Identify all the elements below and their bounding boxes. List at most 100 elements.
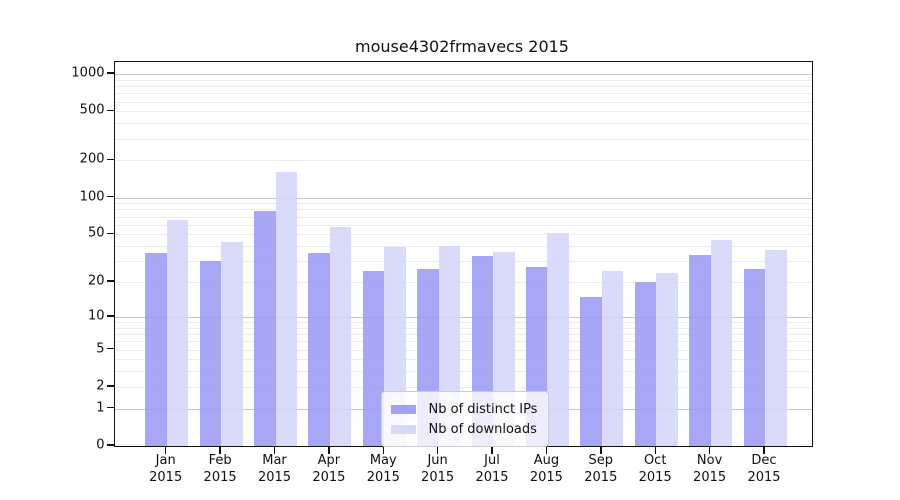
gridline-major [114, 74, 812, 75]
y-tick-mark [106, 232, 114, 234]
bar-downloads-apr [329, 227, 352, 446]
x-tick-year: 2015 [312, 469, 346, 485]
x-tick-year: 2015 [747, 469, 781, 485]
x-tick-year: 2015 [529, 469, 563, 485]
x-tick-label: Mar 2015 [258, 453, 291, 486]
x-tick-month: Sep [588, 453, 614, 468]
y-tick-label: 1000 [71, 65, 105, 81]
legend-label-downloads: Nb of downloads [428, 421, 537, 437]
bar-downloads-jan [166, 220, 189, 446]
gridline-minor [114, 386, 812, 388]
x-tick-label: Jan 2015 [149, 453, 182, 486]
y-tick-mark [106, 444, 114, 446]
bar-distinct-ips-sep [580, 296, 602, 446]
bar-distinct-ips-feb [199, 261, 222, 446]
gridline-major [114, 197, 812, 199]
y-tick-mark [106, 109, 114, 111]
x-tick-mark [164, 446, 167, 454]
x-tick-label: Dec 2015 [747, 453, 780, 486]
gridline-minor [114, 327, 812, 329]
x-tick-mark [545, 446, 548, 454]
y-tick-mark [106, 406, 114, 409]
legend-entry-distinct-ips: Nb of distinct IPs [382, 402, 548, 417]
gridline-minor [114, 322, 812, 323]
gridline-minor [114, 86, 812, 87]
gridline-minor [114, 359, 812, 361]
gridline-major [114, 316, 812, 318]
x-tick-mark [219, 446, 221, 454]
x-tick-year: 2015 [149, 469, 183, 485]
gridline-minor [114, 138, 812, 140]
x-tick-month: Jun [427, 453, 448, 468]
x-tick-label: May 2015 [367, 453, 400, 486]
legend-entry-downloads: Nb of downloads [382, 422, 548, 437]
x-tick-month: Feb [208, 453, 232, 468]
x-tick-month: Jan [155, 453, 176, 468]
legend-swatch-downloads [390, 424, 416, 434]
gridline-minor [114, 123, 812, 125]
y-tick-label: 50 [87, 225, 105, 241]
x-tick-year: 2015 [257, 469, 292, 485]
bar-distinct-ips-nov [689, 254, 711, 446]
bar-downloads-dec [765, 250, 787, 446]
x-tick-month: May [369, 453, 397, 468]
gridline-minor [114, 234, 812, 236]
gridline-minor [114, 79, 812, 81]
gridline-minor [114, 371, 812, 373]
x-tick-mark [708, 446, 711, 454]
x-tick-label: Aug 2015 [530, 453, 563, 486]
x-tick-label: Sep 2015 [584, 453, 617, 486]
x-tick-label: Feb 2015 [204, 453, 237, 486]
y-tick-mark [106, 347, 114, 350]
y-tick-label: 0 [96, 437, 105, 453]
gridline-minor [114, 203, 812, 205]
x-tick-year: 2015 [366, 469, 400, 485]
y-tick-label: 5 [96, 341, 105, 356]
gridline-minor [114, 261, 812, 263]
x-tick-month: Apr [317, 453, 341, 468]
x-tick-month: Aug [533, 453, 560, 468]
x-tick-mark [763, 446, 765, 454]
y-tick-mark [106, 280, 114, 282]
x-tick-label: Oct 2015 [639, 453, 672, 486]
chart-title: mouse4302frmavecs 2015 [355, 37, 569, 56]
bar-downloads-feb [221, 242, 243, 446]
bar-distinct-ips-mar [254, 210, 276, 446]
gridline-minor [114, 93, 812, 95]
bar-distinct-ips-jan [145, 253, 167, 446]
gridline-minor [114, 160, 812, 162]
x-tick-year: 2015 [638, 469, 672, 485]
x-tick-month: Mar [262, 453, 287, 468]
bar-distinct-ips-apr [308, 253, 330, 446]
y-tick-mark [106, 385, 114, 387]
y-tick-label: 100 [79, 189, 105, 204]
y-tick-label: 1 [96, 400, 105, 416]
y-tick-mark [106, 72, 114, 74]
y-tick-label: 500 [79, 102, 105, 118]
x-tick-mark [382, 446, 384, 454]
bar-distinct-ips-dec [743, 268, 765, 446]
gridline-minor [114, 282, 812, 284]
x-tick-month: Jul [484, 453, 500, 468]
x-tick-label: Apr 2015 [312, 453, 345, 486]
bar-downloads-oct [656, 272, 678, 446]
bar-downloads-mar [275, 172, 297, 446]
x-tick-mark [600, 446, 602, 454]
y-tick-mark [106, 315, 114, 317]
x-tick-year: 2015 [693, 469, 727, 485]
x-tick-year: 2015 [475, 469, 509, 485]
legend: Nb of distinct IPs Nb of downloads [380, 391, 549, 447]
x-tick-mark [491, 446, 493, 454]
x-tick-month: Oct [643, 453, 667, 468]
plot-area: Nb of distinct IPs Nb of downloads [113, 61, 813, 447]
x-tick-label: Jul 2015 [475, 453, 508, 486]
x-tick-year: 2015 [203, 469, 237, 485]
y-tick-label: 2 [96, 378, 105, 394]
gridline-minor [114, 224, 812, 226]
gridline-minor [114, 334, 812, 335]
legend-swatch-distinct-ips [390, 404, 416, 414]
bar-downloads-aug [547, 233, 569, 446]
gridline-minor [114, 349, 812, 351]
gridline-minor [114, 111, 812, 113]
